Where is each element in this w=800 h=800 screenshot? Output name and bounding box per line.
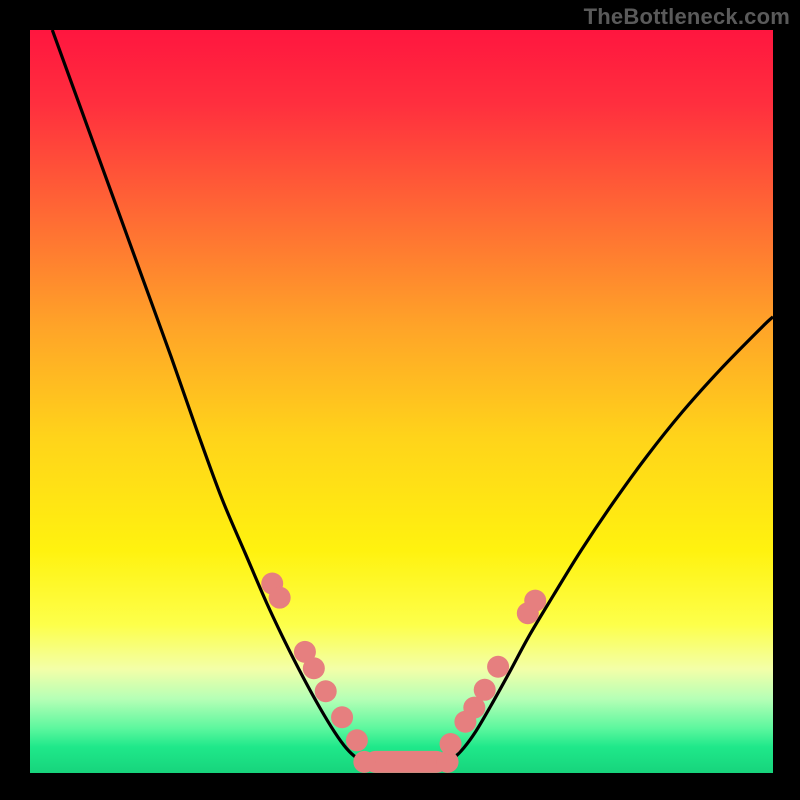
marker-band-end (353, 751, 375, 773)
marker-dot (303, 657, 325, 679)
marker-dot (315, 680, 337, 702)
chart-svg (30, 30, 773, 773)
marker-dot (487, 656, 509, 678)
marker-dot (474, 679, 496, 701)
marker-dot (524, 590, 546, 612)
marker-band (364, 751, 447, 773)
watermark-text: TheBottleneck.com (584, 4, 790, 30)
marker-cluster-left (261, 573, 368, 752)
marker-dot (331, 706, 353, 728)
marker-dot (269, 587, 291, 609)
plot-area (30, 30, 773, 773)
curve-left (52, 30, 368, 764)
marker-dot (346, 729, 368, 751)
marker-dot (440, 733, 462, 755)
marker-cluster-right (440, 590, 547, 755)
marker-bottom-band (353, 751, 458, 773)
